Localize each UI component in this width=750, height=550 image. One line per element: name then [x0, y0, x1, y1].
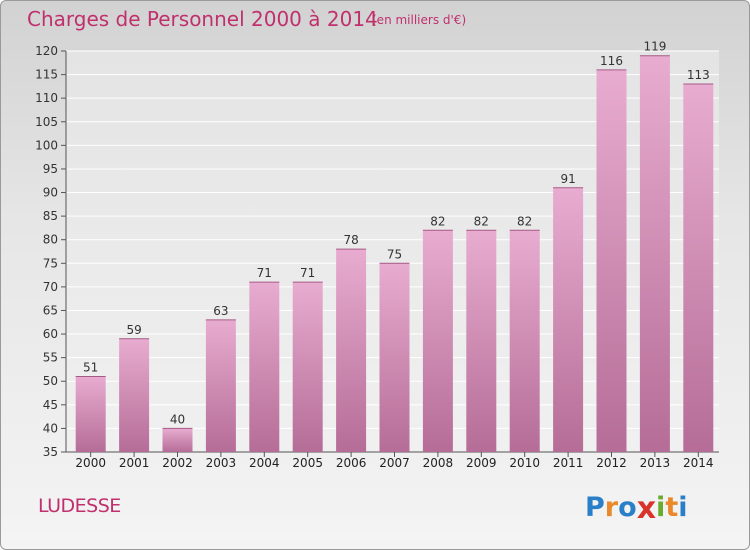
logo-letter: i [656, 492, 666, 523]
bar [683, 84, 714, 452]
y-tick-label: 95 [43, 162, 58, 176]
y-tick-label: 35 [43, 445, 58, 459]
x-tick-label: 2005 [292, 456, 323, 470]
bar [422, 230, 453, 452]
y-tick-label: 120 [35, 44, 58, 58]
x-tick-label: 2006 [336, 456, 367, 470]
bar [509, 230, 540, 452]
x-tick-label: 2002 [162, 456, 193, 470]
y-tick-label: 85 [43, 209, 58, 223]
data-label: 113 [687, 68, 710, 82]
x-tick-label: 2007 [379, 456, 410, 470]
bar [466, 230, 497, 452]
data-label: 75 [387, 247, 402, 261]
bar [119, 338, 150, 452]
data-label: 71 [257, 266, 272, 280]
logo-letter: P [585, 492, 605, 523]
data-label: 116 [600, 54, 623, 68]
y-tick-label: 45 [43, 398, 58, 412]
chart-subtitle: (en milliers d'€) [372, 13, 467, 27]
bar [75, 376, 106, 452]
y-tick-label: 60 [43, 327, 58, 341]
logo-letter: t [665, 492, 679, 523]
logo-letter: x [636, 491, 657, 526]
bar [553, 187, 584, 452]
y-tick-label: 110 [35, 91, 58, 105]
proxiti-logo: Proxiti [585, 489, 688, 526]
data-label: 40 [170, 412, 185, 426]
bar [249, 282, 280, 452]
x-tick-label: 2004 [249, 456, 280, 470]
x-tick-label: 2014 [683, 456, 714, 470]
chart-title: Charges de Personnel 2000 à 2014 [27, 7, 378, 31]
bar [292, 282, 323, 452]
logo-letter: i [678, 492, 688, 523]
commune-name: LUDESSE [38, 495, 121, 517]
x-tick-label: 2003 [206, 456, 237, 470]
bar [205, 319, 236, 452]
x-tick-label: 2000 [75, 456, 106, 470]
y-tick-label: 90 [43, 186, 58, 200]
bar [639, 55, 670, 452]
bar [162, 428, 193, 452]
data-label: 82 [474, 214, 489, 228]
y-tick-label: 105 [35, 115, 58, 129]
data-label: 51 [83, 361, 98, 375]
x-tick-label: 2012 [596, 456, 627, 470]
plot-area: 35 40 45 50 55 60 65 70 75 80 85 90 95 100 105 110 115 12… [35, 40, 719, 470]
bar [336, 249, 367, 452]
x-tick-label: 2011 [553, 456, 584, 470]
logo-letter: r [604, 492, 619, 523]
x-tick-label: 2013 [640, 456, 671, 470]
x-tick-label: 2010 [509, 456, 540, 470]
y-tick-label: 100 [35, 138, 58, 152]
data-label: 119 [643, 40, 666, 54]
logo-letter: o [618, 492, 637, 523]
data-label: 82 [517, 214, 532, 228]
x-tick-label: 2008 [423, 456, 454, 470]
y-tick-label: 55 [43, 351, 58, 365]
y-tick-label: 115 [35, 68, 58, 82]
y-tick-label: 70 [43, 280, 58, 294]
y-tick-label: 80 [43, 233, 58, 247]
y-tick-label: 50 [43, 374, 58, 388]
bar [596, 69, 627, 452]
data-label: 82 [430, 214, 445, 228]
data-label: 63 [213, 304, 228, 318]
x-tick-label: 2009 [466, 456, 497, 470]
data-label: 78 [343, 233, 358, 247]
y-tick-label: 75 [43, 256, 58, 270]
bar [379, 263, 410, 452]
y-tick-label: 40 [43, 421, 58, 435]
data-label: 59 [126, 323, 141, 337]
y-tick-label: 65 [43, 303, 58, 317]
data-label: 91 [560, 172, 575, 186]
x-tick-label: 2001 [119, 456, 150, 470]
data-label: 71 [300, 266, 315, 280]
